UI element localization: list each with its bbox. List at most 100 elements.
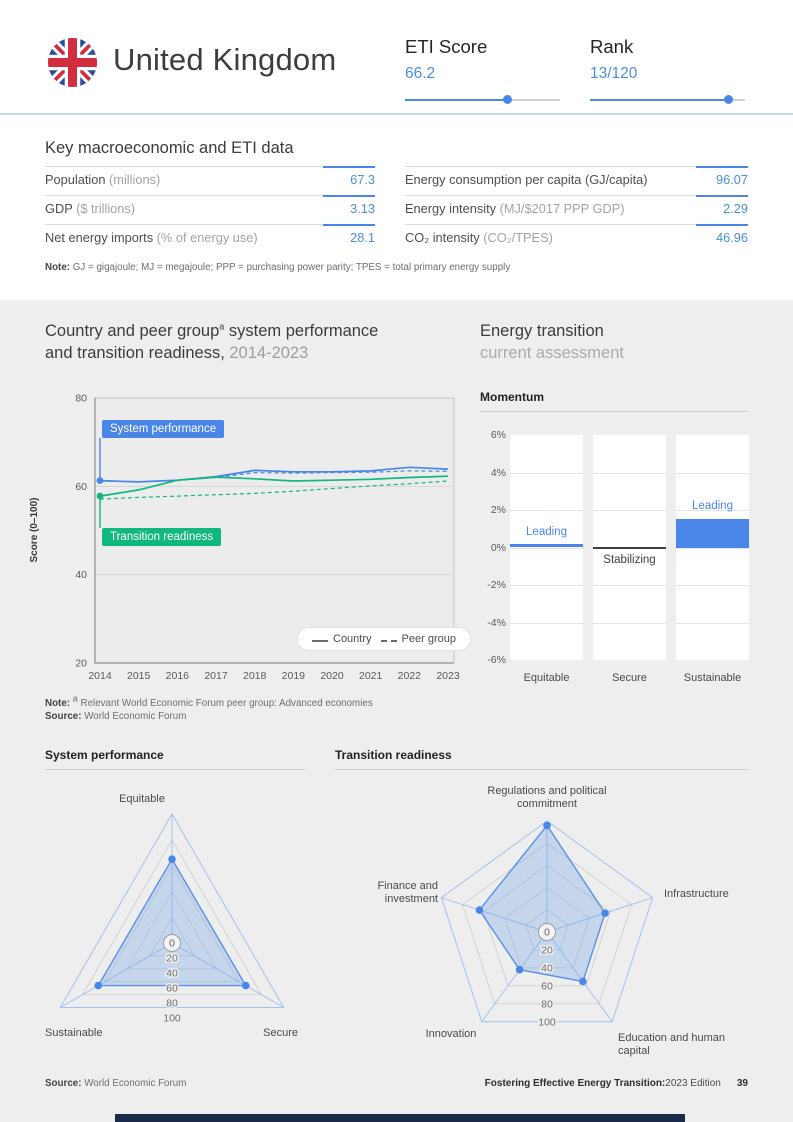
momentum-category-label: Secure — [612, 672, 647, 684]
radar-axis-secure: Secure — [263, 1027, 298, 1039]
table-row: GDP ($ trillions) 3.13 — [45, 195, 375, 224]
momentum-y-tick: -4% — [487, 616, 506, 629]
axis-lines — [94, 398, 454, 664]
momentum-category-label: Equitable — [523, 672, 570, 684]
radar-right-heading: Transition readiness — [335, 748, 452, 762]
radar-axis-education: Education and human capital — [618, 1032, 726, 1057]
radar-center-circle — [538, 923, 556, 941]
radar-outline — [59, 812, 285, 1008]
momentum-status-label: Stabilizing — [603, 553, 656, 566]
uk-flag-icon — [48, 38, 97, 87]
rank-label: Rank — [590, 36, 634, 57]
transition-readiness-radar: 0 20 40 60 80 100 — [440, 820, 654, 1030]
radar-scale-label: 0 — [544, 927, 550, 939]
gridline — [676, 585, 749, 586]
slider-fill — [405, 99, 507, 101]
radar-scale-label: 20 — [541, 945, 553, 957]
x-tick-label: 2022 — [398, 670, 422, 682]
radar-ring — [148, 916, 196, 957]
radar-axis-sustainable: Sustainable — [45, 1027, 103, 1039]
row-label: Energy intensity — [405, 201, 500, 216]
eti-score-slider — [405, 95, 560, 104]
x-tick-label: 2015 — [127, 670, 151, 682]
trend-series-2 — [99, 475, 449, 497]
momentum-y-tick: 6% — [490, 429, 506, 441]
macro-section-title: Key macroeconomic and ETI data — [45, 139, 294, 157]
radar-data-point — [543, 821, 551, 830]
radar-scale-label: 80 — [166, 998, 178, 1010]
radar-scale-label: 60 — [541, 981, 553, 993]
radar-ring — [126, 890, 218, 970]
radar-spoke — [546, 897, 653, 933]
solid-line-icon — [312, 640, 328, 642]
gridline — [676, 622, 749, 624]
radar-scale-label: 40 — [166, 968, 178, 980]
system-performance-radar: 0 20 40 60 80 100 — [59, 812, 285, 1026]
row-unit: (MJ/$2017 PPP GDP) — [499, 201, 625, 216]
radar-data-point — [241, 981, 250, 990]
dashed-line-icon — [380, 640, 397, 642]
row-label: GDP — [45, 201, 77, 216]
radar-axis-regulations: Regulations and political commitment — [487, 785, 607, 810]
trend-note: Note: a Relevant World Economic Forum pe… — [45, 693, 373, 709]
radar-data-polygon — [478, 824, 606, 983]
slider-knob — [724, 95, 733, 104]
x-tick-label: 2021 — [359, 670, 383, 682]
table-row: Net energy imports (% of energy use) 28.… — [45, 224, 375, 253]
eti-score-value: 66.2 — [405, 65, 436, 82]
radar-outline — [440, 820, 654, 1023]
radar-data-point — [475, 906, 484, 914]
radar-ring — [81, 838, 263, 996]
row-unit: (% of energy use) — [156, 230, 258, 245]
radar-scale-label: 80 — [541, 999, 553, 1011]
row-value: 28.1 — [323, 224, 375, 253]
gridline — [593, 585, 666, 586]
radar-ring — [104, 864, 240, 983]
y-tick-label: 60 — [75, 481, 87, 493]
radar-center-circle — [163, 934, 181, 952]
row-unit: ($ trillions) — [76, 201, 136, 216]
gridline — [676, 547, 749, 549]
trend-legend: Country Peer group — [298, 628, 470, 650]
radar-data-point — [601, 909, 609, 917]
gridline — [676, 510, 749, 511]
gridline — [510, 622, 583, 624]
trend-series-0 — [99, 466, 449, 483]
gridline — [593, 472, 666, 474]
momentum-y-tick: 2% — [490, 504, 506, 516]
row-value: 67.3 — [323, 166, 375, 195]
momentum-y-tick: -2% — [487, 579, 506, 591]
radar-right-divider — [335, 769, 748, 770]
radar-ring — [483, 864, 611, 987]
zero-line-dark — [593, 546, 666, 549]
radar-axis-equitable: Equitable — [119, 793, 165, 805]
radar-spoke — [481, 931, 548, 1023]
radar-data-point — [515, 965, 524, 974]
x-tick-label: 2016 — [166, 670, 190, 682]
legend-country: Country — [333, 633, 372, 645]
table-row: Energy consumption per capita (GJ/capita… — [405, 166, 748, 195]
slider-knob — [503, 95, 512, 104]
radar-scale-label: 20 — [166, 953, 178, 965]
trend-series-3 — [99, 480, 449, 500]
zero-line-blue — [510, 544, 583, 548]
series-start-dot — [96, 477, 104, 484]
row-label: Energy consumption per capita (GJ/capita… — [405, 172, 648, 187]
momentum-chart: 6% 4% 2% 0% -2% -4% -6% Leading Equitable Stabili… — [480, 425, 750, 693]
momentum-heading: Momentum — [480, 390, 544, 404]
eti-score-label: ETI Score — [405, 36, 488, 57]
gridline — [510, 547, 583, 549]
table-row: Energy intensity (MJ/$2017 PPP GDP) 2.29 — [405, 195, 748, 224]
radar-ring — [504, 886, 590, 969]
momentum-bar — [676, 519, 749, 548]
row-value: 46.96 — [696, 224, 748, 253]
x-tick-label: 2023 — [436, 670, 460, 682]
macro-table-right: Energy consumption per capita (GJ/capita… — [405, 166, 748, 253]
slider-fill — [590, 99, 728, 101]
radar-scale-label: 100 — [538, 1017, 556, 1029]
y-tick-label: 20 — [75, 658, 87, 670]
row-value: 96.07 — [696, 166, 748, 195]
transition-readiness-badge: Transition readiness — [102, 528, 222, 546]
radar-ring — [461, 842, 633, 1005]
